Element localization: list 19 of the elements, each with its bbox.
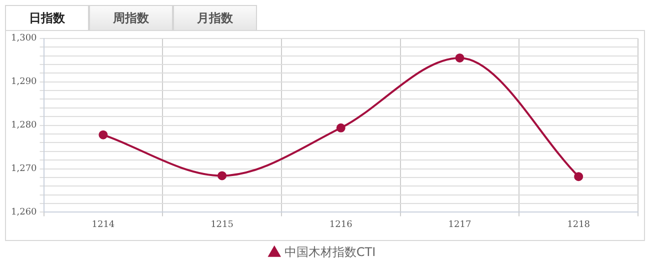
y-tick-label: 1,300 [11, 34, 38, 44]
x-tick-label: 1215 [210, 220, 234, 230]
point [455, 53, 464, 62]
text: 日指数 [5, 5, 89, 30]
point [336, 123, 346, 132]
point [98, 130, 108, 140]
text: 周指数 [89, 5, 173, 30]
x-tick-label: 1217 [448, 220, 472, 230]
y-tick-label: 1,270 [11, 164, 38, 174]
y-tick-label: 1,280 [11, 120, 38, 131]
point [574, 172, 584, 182]
x-tick-label: 1218 [567, 220, 590, 230]
x-tick-label: 1216 [329, 220, 353, 230]
x-tick-label: 1214 [92, 220, 115, 230]
text: 月指数 [173, 5, 257, 30]
point [218, 171, 227, 180]
y-tick-label: 1,260 [11, 208, 38, 218]
legend-label: 中国木材指数CTI [284, 245, 376, 260]
y-tick-label: 1,290 [11, 77, 38, 88]
